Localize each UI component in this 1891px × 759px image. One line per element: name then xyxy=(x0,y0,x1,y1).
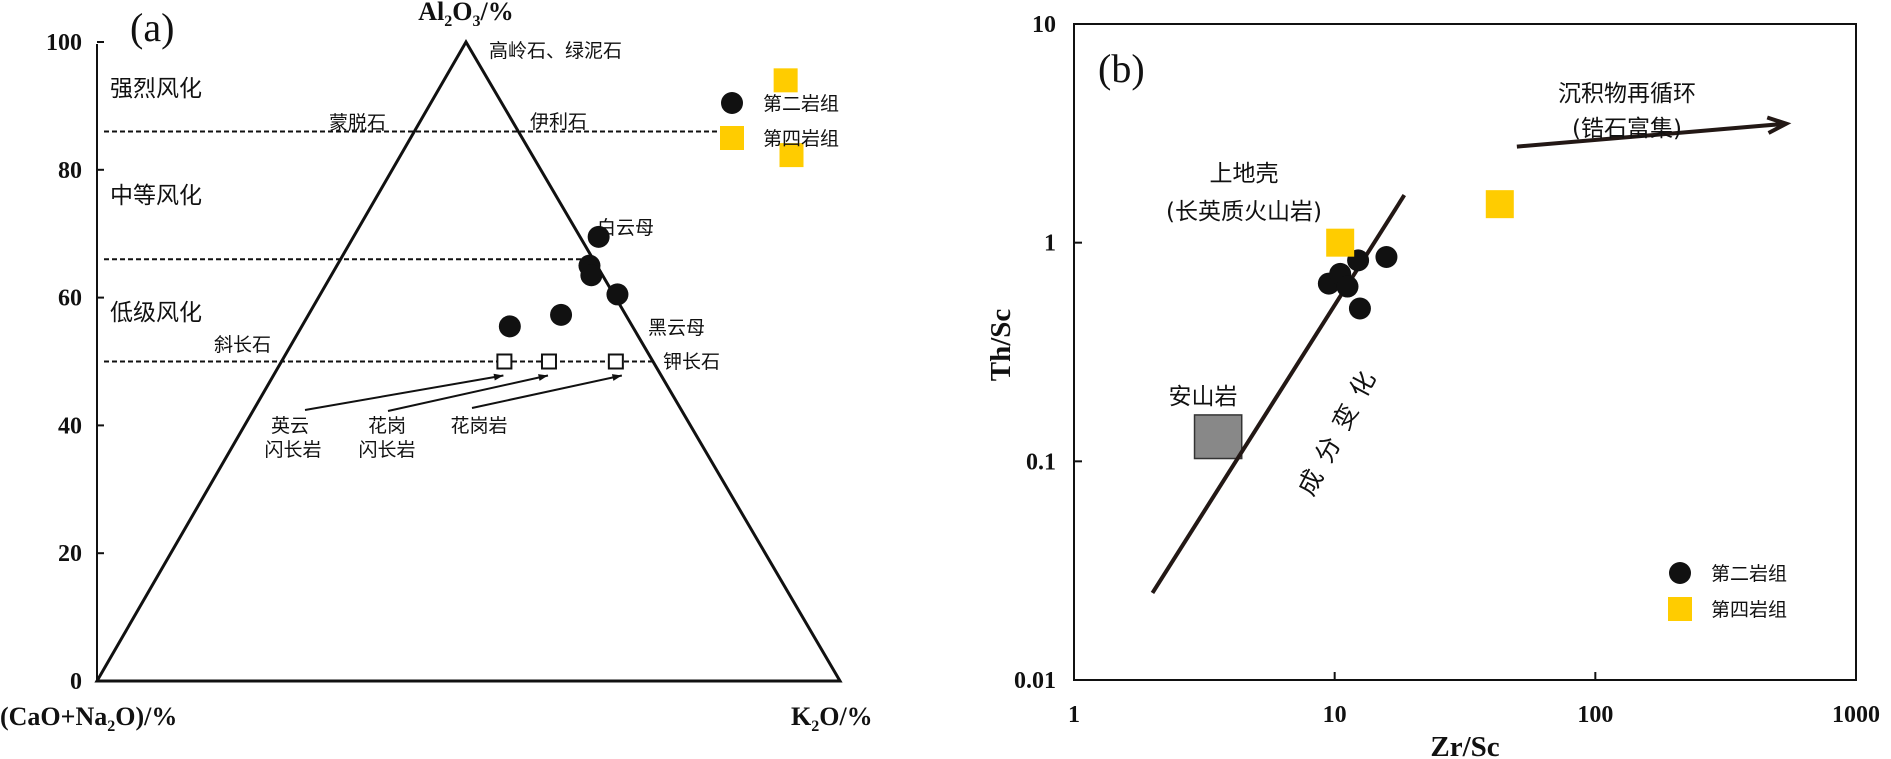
rock-granodiorite-label-2: 闪长岩 xyxy=(358,439,415,461)
y-tick-label: 0.1 xyxy=(1026,449,1056,475)
rock-granite-label: 花岗岩 xyxy=(450,415,507,437)
ternary-point-series4 xyxy=(779,143,804,168)
reference-rock-arrowhead xyxy=(493,373,504,381)
mineral-muscovite-label: 白云母 xyxy=(597,217,654,239)
reference-rock-arrowhead xyxy=(611,374,622,381)
ternary-tick-label: 40 xyxy=(58,413,82,439)
ternary-tick-label: 0 xyxy=(70,669,82,695)
weathering-boundaries xyxy=(104,130,740,363)
y-tick-label: 0.01 xyxy=(1014,668,1056,694)
x-tick-label: 1 xyxy=(1068,702,1080,728)
rock-granodiorite-label-1: 花岗 xyxy=(368,415,406,437)
legend-a-circle-marker xyxy=(721,92,743,114)
ternary-panel: (a) Al2O3/% (CaO+Na2O)/% K2O/% 0 20 40 60 80… xyxy=(0,0,873,735)
apex-axis-label: Al2O3/% xyxy=(418,0,513,30)
recycling-arrow-line xyxy=(1516,121,1787,149)
reference-rocks xyxy=(304,353,624,412)
legend-a: 第二岩组 第四岩组 xyxy=(720,92,839,150)
mineral-biotite-label: 黑云母 xyxy=(648,317,705,339)
recycling-label-2: (锆石富集) xyxy=(1572,116,1682,142)
reference-rock-marker xyxy=(607,353,624,370)
mineral-kaolinite-label: 高岭石、绿泥石 xyxy=(489,40,622,62)
ternary-point-series2 xyxy=(587,225,610,248)
reference-rock-arrowhead xyxy=(538,374,548,381)
scatter-point-series2 xyxy=(1348,297,1371,320)
reference-rock-marker xyxy=(496,353,513,370)
ternary-tick-label: 100 xyxy=(46,30,82,56)
x-axis-title: Zr/Sc xyxy=(1430,731,1499,759)
recycling-arrow-head xyxy=(1766,115,1792,135)
y-tick-label: 1 xyxy=(1044,231,1056,257)
legend-b-circle-marker xyxy=(1669,562,1691,584)
zone-intense-label: 强烈风化 xyxy=(110,76,202,102)
legend-b-series-1: 第二岩组 xyxy=(1711,563,1787,585)
ternary-points xyxy=(498,68,804,338)
mineral-kfeldspar-label: 钾长石 xyxy=(663,351,720,373)
mineral-plagioclase-label: 斜长石 xyxy=(214,334,271,356)
legend-a-series-1: 第二岩组 xyxy=(763,93,839,115)
recycling-label-1: 沉积物再循环 xyxy=(1558,81,1696,107)
x-tick-label: 10 xyxy=(1323,702,1347,728)
legend-b-series-2: 第四岩组 xyxy=(1711,599,1787,621)
right-corner-label: K2O/% xyxy=(791,702,873,735)
panel-b-label: (b) xyxy=(1098,46,1145,91)
reference-rock-pointer xyxy=(471,374,623,409)
mineral-montmorillonite-label: 蒙脱石 xyxy=(329,112,386,134)
ternary-point-series4 xyxy=(773,68,798,93)
plot-b-marks xyxy=(1150,115,1792,595)
andesite-box xyxy=(1193,414,1243,460)
y-axis-ticks: 0.01 0.1 1 10 xyxy=(1014,12,1082,694)
scatter-point-series2 xyxy=(1336,275,1359,298)
x-tick-label: 100 xyxy=(1577,702,1613,728)
x-tick-label: 1000 xyxy=(1832,702,1880,728)
legend-b-square-marker xyxy=(1668,597,1692,621)
upper-crust-label-1: 上地壳 xyxy=(1210,161,1279,187)
ternary-triangle xyxy=(94,39,843,683)
trend-line-label: 成分变化 xyxy=(1292,356,1387,500)
legend-a-series-2: 第四岩组 xyxy=(763,128,839,150)
mineral-illite-label: 伊利石 xyxy=(530,111,587,133)
left-corner-label: (CaO+Na2O)/% xyxy=(0,702,177,735)
x-axis-ticks: 1 10 100 1000 xyxy=(1068,672,1880,728)
y-tick-label: 10 xyxy=(1032,12,1056,38)
ternary-tick-label: 20 xyxy=(58,541,82,567)
plot-b-frame xyxy=(1073,23,1857,681)
reference-rock-pointer xyxy=(387,374,549,412)
y-axis-title: Th/Sc xyxy=(985,309,1017,382)
rock-tonalite-label-2: 闪长岩 xyxy=(264,439,321,461)
rock-tonalite-label-1: 英云 xyxy=(271,415,309,437)
ternary-tick-label: 60 xyxy=(58,286,82,312)
scatter-panel: (b) 1 10 100 1000 0.01 0.1 1 10 Zr/Sc Th/Sc 上地… xyxy=(985,12,1880,759)
upper-crust-label-2: (长英质火山岩) xyxy=(1166,199,1322,225)
ternary-point-series2 xyxy=(606,283,629,306)
scatter-point-series4 xyxy=(1326,228,1355,257)
andesite-label: 安山岩 xyxy=(1169,384,1238,410)
ternary-point-series2 xyxy=(498,315,521,338)
scatter-point-series2 xyxy=(1375,245,1398,268)
ternary-tick-label: 80 xyxy=(58,158,82,184)
scatter-point-series4 xyxy=(1485,190,1514,219)
panel-a-label: (a) xyxy=(130,5,174,50)
ternary-point-series2 xyxy=(550,303,573,326)
ternary-ticks: 0 20 40 60 80 100 xyxy=(46,30,104,695)
legend-b: 第二岩组 第四岩组 xyxy=(1668,562,1787,621)
reference-rock-pointer xyxy=(304,374,504,411)
zone-low-label: 低级风化 xyxy=(110,300,202,326)
reference-rock-marker xyxy=(540,353,557,370)
zone-moderate-label: 中等风化 xyxy=(110,183,202,209)
ternary-point-series2 xyxy=(580,264,603,287)
legend-a-square-marker xyxy=(720,126,744,150)
